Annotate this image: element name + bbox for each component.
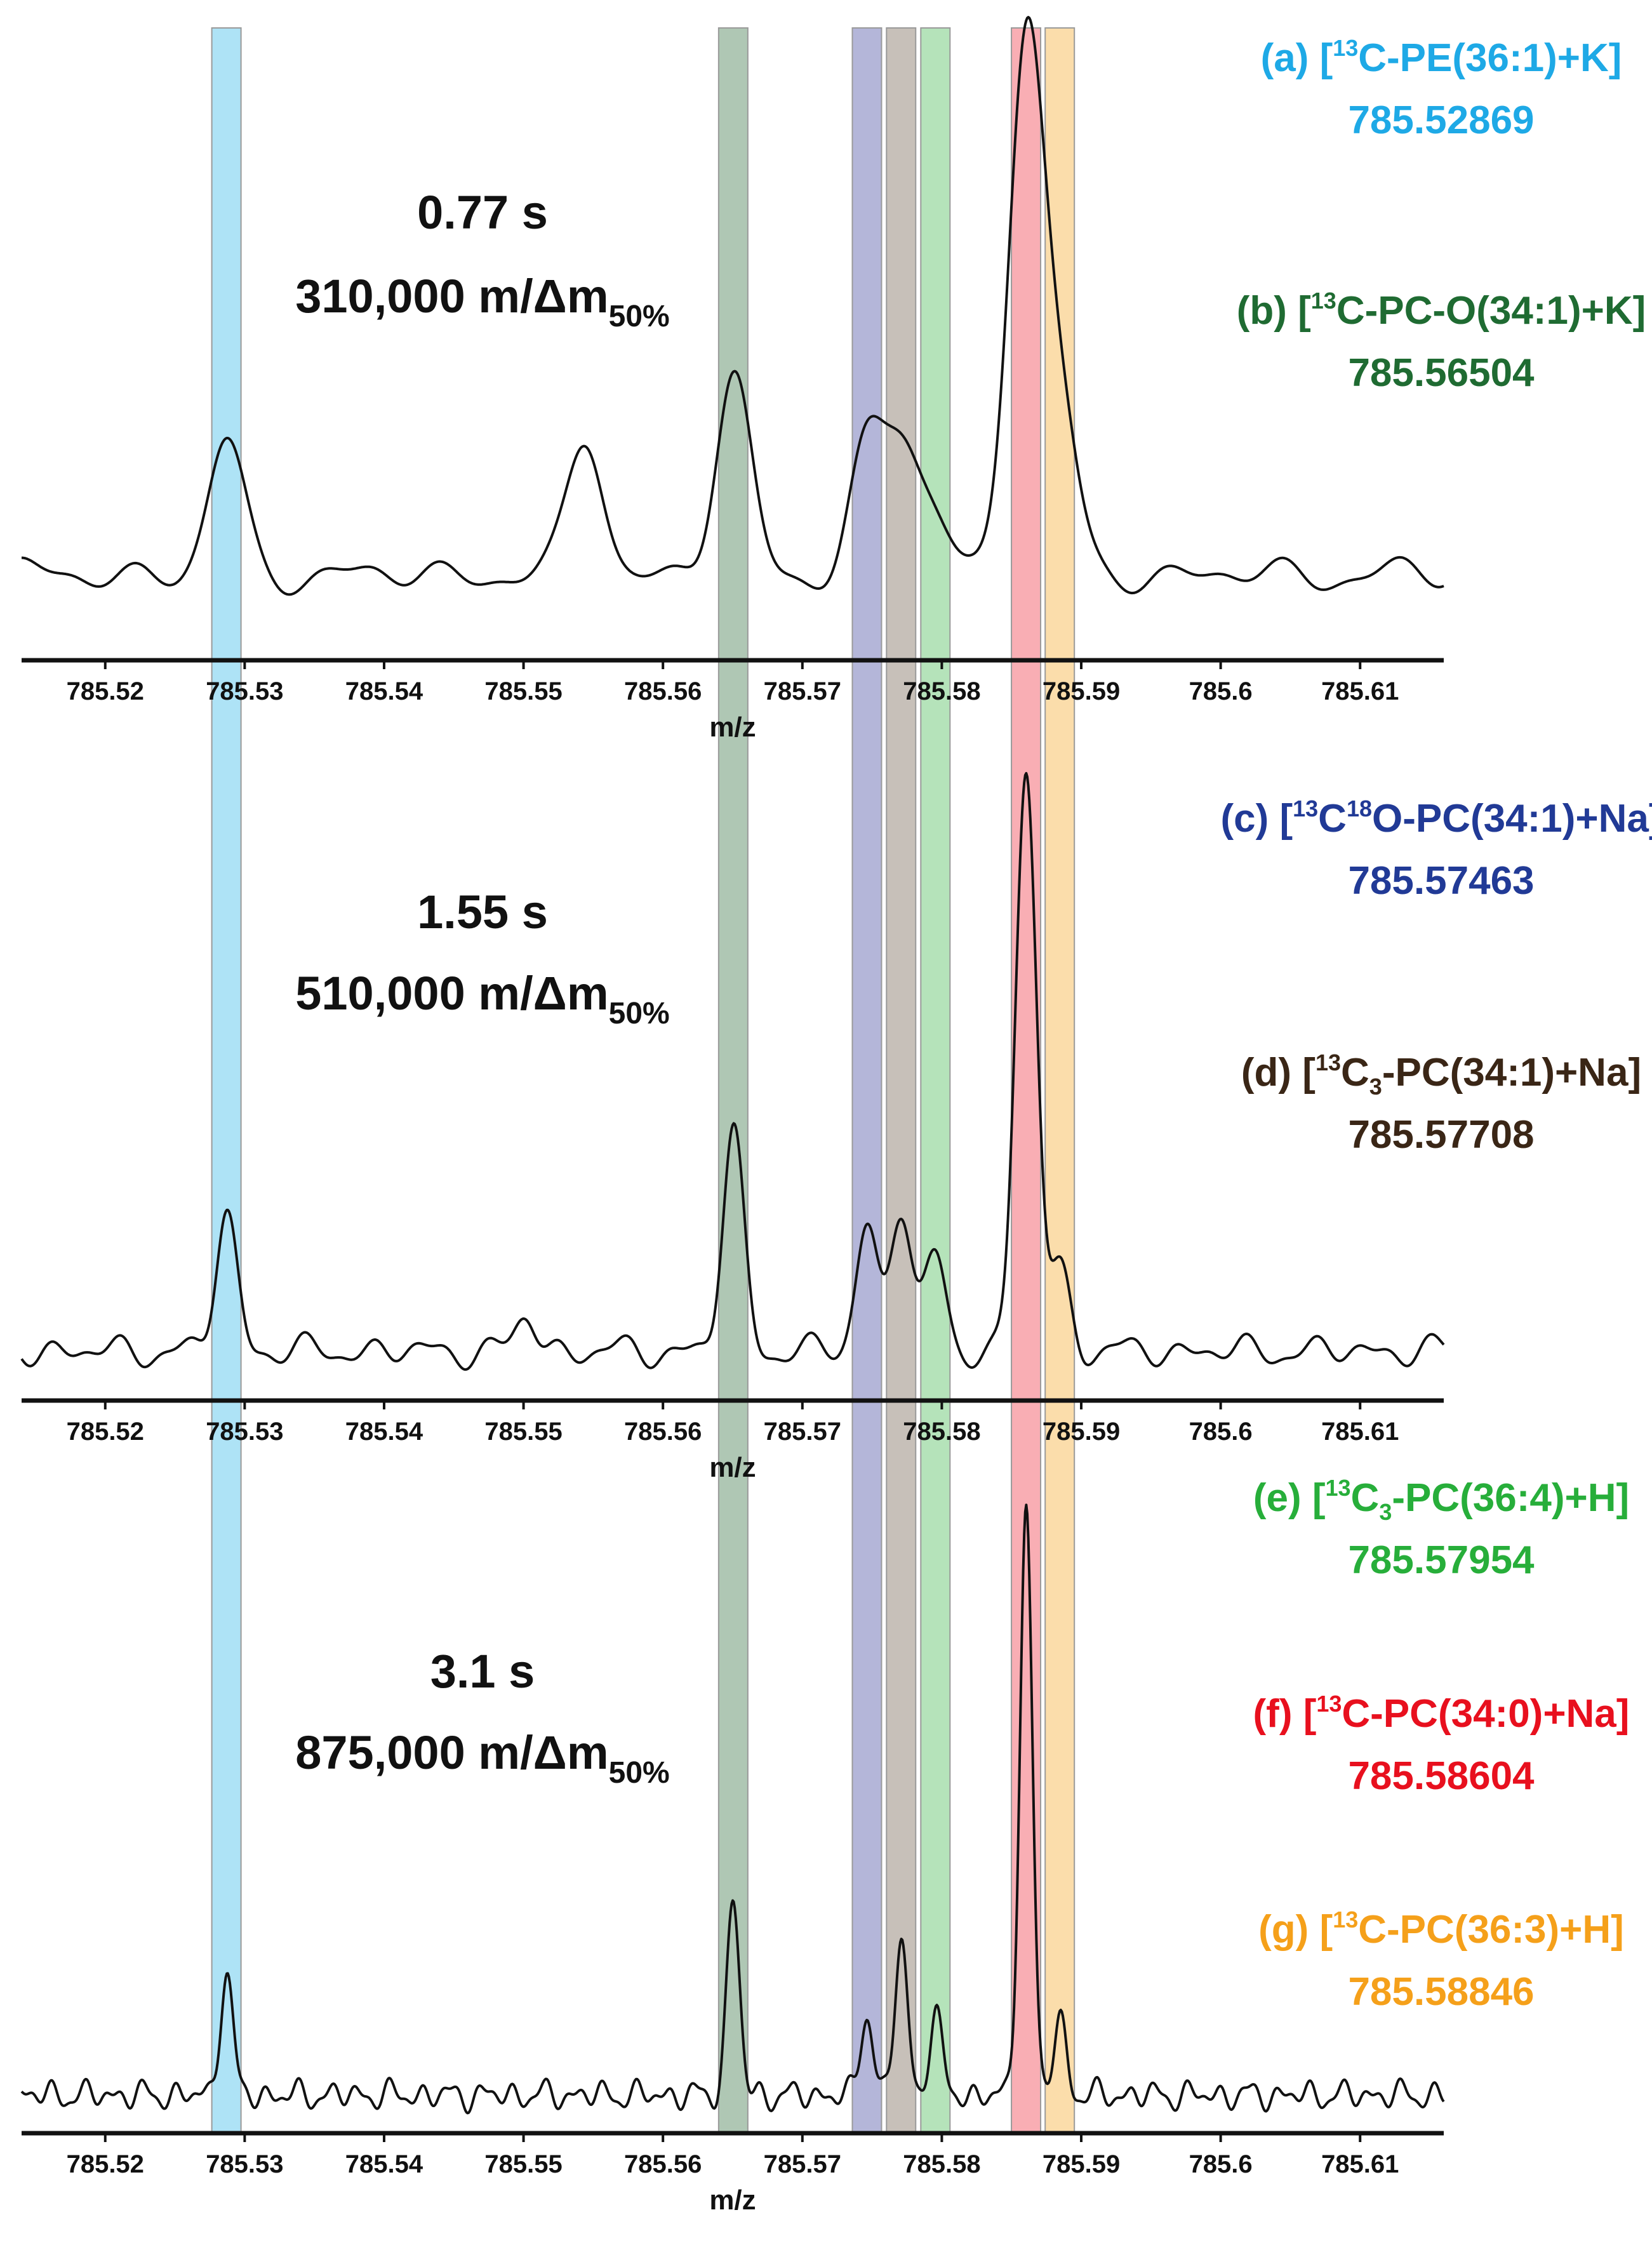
highlight-band-e	[920, 27, 951, 2135]
x-tick-label: 785.57	[764, 2150, 841, 2178]
x-tick-label: 785.56	[624, 1418, 702, 1446]
x-tick-label: 785.55	[484, 2150, 562, 2178]
x-tick-label: 785.61	[1321, 1418, 1399, 1446]
x-tick-label: 785.61	[1321, 2150, 1399, 2178]
x-tick-label: 785.54	[345, 677, 423, 705]
x-tick-label: 785.58	[903, 677, 980, 705]
highlight-band-d	[886, 27, 917, 2135]
x-tick-label: 785.56	[624, 2150, 702, 2178]
x-tick-label: 785.53	[206, 677, 283, 705]
peak-annotations: (a) [13C-PE(36:1)+K] 785.52869 (b) [13C-PC…	[1220, 35, 1652, 2014]
annotation-b: (b) [13C-PC-O(34:1)+K] 785.56504	[1237, 288, 1646, 395]
x-tick-label: 785.59	[1042, 677, 1120, 705]
annotation-d: (d) [13C3-PC(34:1)+Na] 785.57708	[1241, 1049, 1641, 1157]
annotation-mass: 785.52869	[1348, 98, 1534, 142]
highlight-band-b	[717, 27, 749, 2135]
x-tick-label: 785.59	[1042, 2150, 1120, 2178]
annotation-f: (f) [13C-PC(34:0)+Na] 785.58604	[1253, 1691, 1630, 1798]
annotation-formula: (e) [13C3-PC(36:4)+H]	[1253, 1475, 1629, 1525]
annotation-mass: 785.58604	[1348, 1754, 1535, 1798]
resolution-label: 875,000 m/Δm50%	[295, 1726, 669, 1790]
resolution-label: 510,000 m/Δm50%	[295, 967, 669, 1030]
annotation-g: (g) [13C-PC(36:3)+H] 785.58846	[1258, 1907, 1624, 2014]
spectrum-trace	[20, 1503, 1445, 2115]
x-tick-label: 785.52	[67, 1418, 144, 1446]
spectrum-panel-p1: 785.52 785.53 785.54 785.55 785.56 785.57 785.…	[21, 16, 1444, 743]
annotation-mass: 785.57954	[1348, 1538, 1535, 1582]
x-tick-label: 785.53	[206, 2150, 283, 2178]
x-tick-label: 785.54	[345, 2150, 423, 2178]
annotation-a: (a) [13C-PE(36:1)+K] 785.52869	[1261, 35, 1622, 142]
resolution-label: 310,000 m/Δm50%	[295, 270, 669, 333]
transient-time-label: 0.77 s	[417, 186, 548, 239]
x-tick-label: 785.52	[67, 2150, 144, 2178]
x-axis-label: m/z	[709, 712, 756, 743]
x-tick-label: 785.58	[903, 1418, 980, 1446]
transient-time-label: 1.55 s	[417, 886, 548, 938]
annotation-mass: 785.57463	[1348, 859, 1534, 903]
x-axis-label: m/z	[709, 1452, 756, 1483]
highlight-band-f	[1011, 27, 1042, 2135]
annotation-e: (e) [13C3-PC(36:4)+H] 785.57954	[1253, 1475, 1629, 1582]
spectrum-panels: 785.52 785.53 785.54 785.55 785.56 785.57 785.…	[20, 16, 1445, 2216]
x-tick-label: 785.56	[624, 677, 702, 705]
spectrum-panel-p3: 785.52 785.53 785.54 785.55 785.56 785.57 785.…	[20, 1503, 1445, 2216]
x-tick-label: 785.59	[1042, 1418, 1120, 1446]
highlight-band-g	[1044, 27, 1076, 2135]
x-tick-label: 785.58	[903, 2150, 980, 2178]
x-tick-label: 785.54	[345, 1418, 423, 1446]
annotation-mass: 785.58846	[1348, 1970, 1534, 2014]
annotation-formula: (b) [13C-PC-O(34:1)+K]	[1237, 288, 1646, 333]
transient-time-label: 3.1 s	[430, 1645, 535, 1698]
x-tick-label: 785.55	[484, 1418, 562, 1446]
x-tick-label: 785.57	[764, 1418, 841, 1446]
annotation-formula: (c) [13C18O-PC(34:1)+Na]	[1220, 795, 1652, 841]
highlight-band-a	[211, 27, 242, 2135]
annotation-mass: 785.57708	[1348, 1113, 1534, 1157]
highlight-band-c	[851, 27, 883, 2135]
annotation-formula: (d) [13C3-PC(34:1)+Na]	[1241, 1049, 1641, 1100]
x-axis-label: m/z	[709, 2185, 756, 2216]
annotation-formula: (f) [13C-PC(34:0)+Na]	[1253, 1691, 1630, 1736]
x-tick-label: 785.6	[1189, 1418, 1253, 1446]
spectrum-panel-p2: 785.52 785.53 785.54 785.55 785.56 785.57 785.…	[20, 772, 1445, 1483]
x-tick-label: 785.6	[1189, 677, 1253, 705]
spectrum-trace	[20, 772, 1445, 1371]
annotation-c: (c) [13C18O-PC(34:1)+Na] 785.57463	[1220, 795, 1652, 903]
x-tick-label: 785.53	[206, 1418, 283, 1446]
x-tick-label: 785.61	[1321, 677, 1399, 705]
x-tick-label: 785.52	[67, 677, 144, 705]
spectrum-trace	[21, 16, 1444, 596]
annotation-mass: 785.56504	[1348, 351, 1535, 395]
highlight-bands	[211, 27, 1076, 2135]
x-tick-label: 785.57	[764, 677, 841, 705]
annotation-formula: (a) [13C-PE(36:1)+K]	[1261, 35, 1622, 80]
x-tick-label: 785.55	[484, 677, 562, 705]
annotation-formula: (g) [13C-PC(36:3)+H]	[1258, 1907, 1624, 1952]
x-tick-label: 785.6	[1189, 2150, 1253, 2178]
